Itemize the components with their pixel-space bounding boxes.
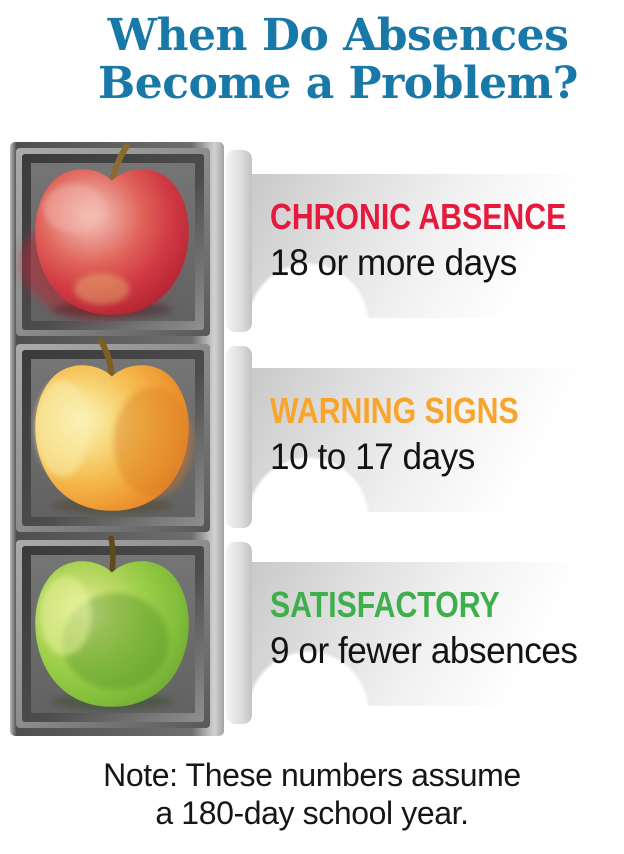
chronic-absence-heading: CHRONIC ABSENCE bbox=[270, 196, 567, 237]
satisfactory-card: SATISFACTORY 9 or fewer absences bbox=[252, 562, 604, 706]
yellow-apple-image bbox=[34, 337, 193, 515]
apple-stem bbox=[108, 535, 116, 579]
connector-tab-bottom bbox=[226, 542, 252, 724]
page-title: When Do Absences Become a Problem? bbox=[58, 12, 618, 108]
footnote-line-1: Note: These numbers assume bbox=[103, 757, 521, 793]
connector-tab-middle bbox=[226, 346, 252, 528]
footnote-line-2: a 180-day school year. bbox=[155, 795, 469, 831]
warning-signs-heading: WARNING SIGNS bbox=[270, 390, 519, 431]
red-apple-image bbox=[20, 143, 189, 319]
chronic-absence-card: CHRONIC ABSENCE 18 or more days bbox=[252, 174, 604, 318]
satisfactory-heading: SATISFACTORY bbox=[270, 584, 500, 625]
traffic-light-graphic bbox=[10, 142, 252, 736]
title-line-2: Become a Problem? bbox=[98, 58, 578, 109]
title-line-1: When Do Absences bbox=[107, 10, 569, 61]
green-apple-image bbox=[35, 535, 189, 711]
footnote: Note: These numbers assume a 180-day sch… bbox=[0, 756, 624, 832]
warning-signs-card: WARNING SIGNS 10 to 17 days bbox=[252, 368, 604, 512]
chronic-absence-detail: 18 or more days bbox=[270, 242, 517, 283]
connector-tab-top bbox=[226, 150, 252, 332]
warning-signs-detail: 10 to 17 days bbox=[270, 436, 475, 477]
satisfactory-detail: 9 or fewer absences bbox=[270, 630, 578, 671]
